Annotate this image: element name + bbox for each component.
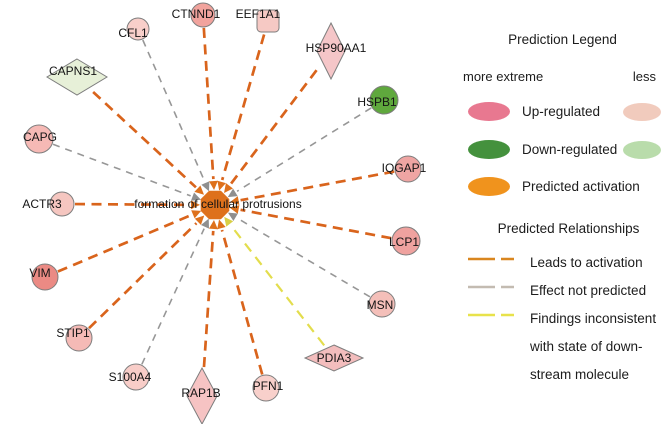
label-pfn1: PFN1 bbox=[253, 379, 284, 393]
edge-arrowheads bbox=[190, 180, 240, 230]
legend-row-up-regulated: Up-regulated bbox=[455, 102, 670, 122]
node-actr3 bbox=[49, 191, 75, 217]
label-iqgap1: IQGAP1 bbox=[382, 161, 427, 175]
edge-hspb1 bbox=[236, 107, 372, 192]
edge-capns1 bbox=[92, 90, 197, 189]
nodes bbox=[24, 2, 422, 424]
node-capg bbox=[24, 124, 54, 154]
label-msn: MSN bbox=[367, 298, 394, 312]
node-pdia3 bbox=[303, 344, 365, 372]
arrowhead-iqgap1 bbox=[229, 196, 240, 205]
label-actr3: ACTR3 bbox=[22, 197, 62, 211]
label-lcp1: LCP1 bbox=[389, 235, 419, 249]
node-lcp1 bbox=[391, 226, 421, 256]
hub-label: formation of cellular protrusions bbox=[134, 197, 301, 211]
node-ctnnd1 bbox=[190, 2, 216, 28]
node-pfn1 bbox=[252, 374, 280, 402]
hub-octagon bbox=[200, 190, 230, 220]
label-pdia3: PDIA3 bbox=[317, 351, 352, 365]
label-hsp90aa1: HSP90AA1 bbox=[306, 41, 367, 55]
more-extreme-label: more extreme bbox=[463, 69, 544, 84]
leads-to-activation-label: Leads to activation bbox=[530, 255, 643, 270]
node-hspb1 bbox=[369, 85, 399, 115]
node-labels: CFL1 CTNND1 EEF1A1 HSP90AA1 HSPB1 IQGAP1 LCP1 M… bbox=[22, 7, 426, 400]
predicted-activation-strong-ellipse bbox=[468, 177, 510, 196]
legend-panel: Prediction Legend more extreme less Up-r… bbox=[455, 0, 670, 424]
node-rap1b bbox=[186, 366, 218, 424]
findings-inconsistent-line-swatch bbox=[468, 313, 514, 317]
edge-lcp1 bbox=[240, 208, 392, 240]
down-regulated-light-ellipse bbox=[623, 140, 661, 159]
label-s100a4: S100A4 bbox=[109, 370, 152, 384]
up-regulated-strong-ellipse bbox=[468, 102, 510, 121]
prediction-legend-title: Prediction Legend bbox=[508, 32, 617, 47]
extremes-row: more extreme less bbox=[463, 69, 656, 84]
down-regulated-strong-ellipse bbox=[468, 139, 510, 159]
arrowhead-ctnnd1 bbox=[209, 180, 218, 191]
down-regulated-label: Down-regulated bbox=[522, 141, 618, 157]
edge-iqgap1 bbox=[240, 170, 395, 202]
arrowhead-s100a4 bbox=[200, 218, 209, 229]
edge-stip1 bbox=[88, 222, 198, 330]
label-rap1b: RAP1B bbox=[181, 386, 220, 400]
up-regulated-label: Up-regulated bbox=[522, 104, 601, 119]
up-regulated-light-ellipse bbox=[623, 103, 661, 121]
arrowhead-vim bbox=[191, 210, 202, 219]
arrowhead-msn bbox=[227, 212, 238, 222]
label-cfl1: CFL1 bbox=[118, 26, 148, 40]
edge-s100a4 bbox=[141, 228, 205, 365]
edge-rap1b bbox=[202, 230, 215, 368]
label-capg: CAPG bbox=[23, 130, 57, 144]
leads-to-activation-line-swatch bbox=[468, 257, 514, 261]
arrowhead-hsp90aa1 bbox=[224, 183, 233, 194]
legend-row-predicted-activation: Predicted activation bbox=[455, 177, 670, 197]
node-vim bbox=[31, 263, 59, 291]
legend-row-down-regulated: Down-regulated bbox=[455, 139, 670, 160]
arrowhead-cfl1 bbox=[201, 181, 210, 192]
effect-not-predicted-line-swatch bbox=[468, 285, 514, 289]
arrowhead-actr3 bbox=[190, 200, 201, 210]
edge-pfn1 bbox=[220, 229, 264, 375]
edge-hsp90aa1 bbox=[229, 69, 318, 186]
predicted-activation-label: Predicted activation bbox=[522, 179, 640, 194]
arrowhead-capns1 bbox=[194, 185, 205, 195]
label-vim: VIM bbox=[29, 266, 50, 280]
label-stip1: STIP1 bbox=[56, 326, 90, 340]
edge-eef1a1 bbox=[220, 34, 266, 181]
node-capns1 bbox=[46, 58, 108, 96]
label-hspb1: HSPB1 bbox=[357, 95, 397, 109]
node-stip1 bbox=[65, 324, 93, 352]
arrowhead-capg bbox=[190, 192, 201, 201]
arrowhead-pfn1 bbox=[217, 219, 226, 230]
node-eef1a1 bbox=[256, 9, 280, 33]
arrowhead-hspb1 bbox=[227, 188, 238, 198]
node-iqgap1 bbox=[394, 155, 422, 183]
edge-actr3 bbox=[74, 202, 190, 207]
node-cfl1 bbox=[126, 17, 150, 41]
edges bbox=[52, 27, 395, 375]
node-msn bbox=[368, 290, 396, 318]
arrowhead-eef1a1 bbox=[217, 180, 226, 191]
edge-ctnnd1 bbox=[202, 27, 215, 180]
arrowhead-lcp1 bbox=[229, 205, 240, 214]
arrowhead-rap1b bbox=[208, 219, 218, 230]
edge-capg bbox=[52, 143, 191, 197]
predicted-relationships-title: Predicted Relationships bbox=[497, 221, 640, 236]
label-ctnnd1: CTNND1 bbox=[172, 7, 221, 21]
edge-pdia3 bbox=[230, 224, 326, 347]
label-eef1a1: EEF1A1 bbox=[236, 7, 281, 21]
node-hsp90aa1 bbox=[316, 21, 346, 81]
edge-cfl1 bbox=[142, 39, 206, 182]
less-label: less bbox=[632, 69, 656, 84]
findings-inconsistent-label: Findings inconsistent with state of down… bbox=[530, 311, 657, 382]
arrowhead-stip1 bbox=[194, 215, 205, 225]
effect-not-predicted-label: Effect not predicted bbox=[530, 283, 647, 298]
arrowhead-pdia3 bbox=[224, 216, 234, 227]
node-s100a4 bbox=[122, 363, 150, 391]
label-capns1: CAPNS1 bbox=[49, 64, 97, 78]
edge-vim bbox=[57, 213, 192, 273]
